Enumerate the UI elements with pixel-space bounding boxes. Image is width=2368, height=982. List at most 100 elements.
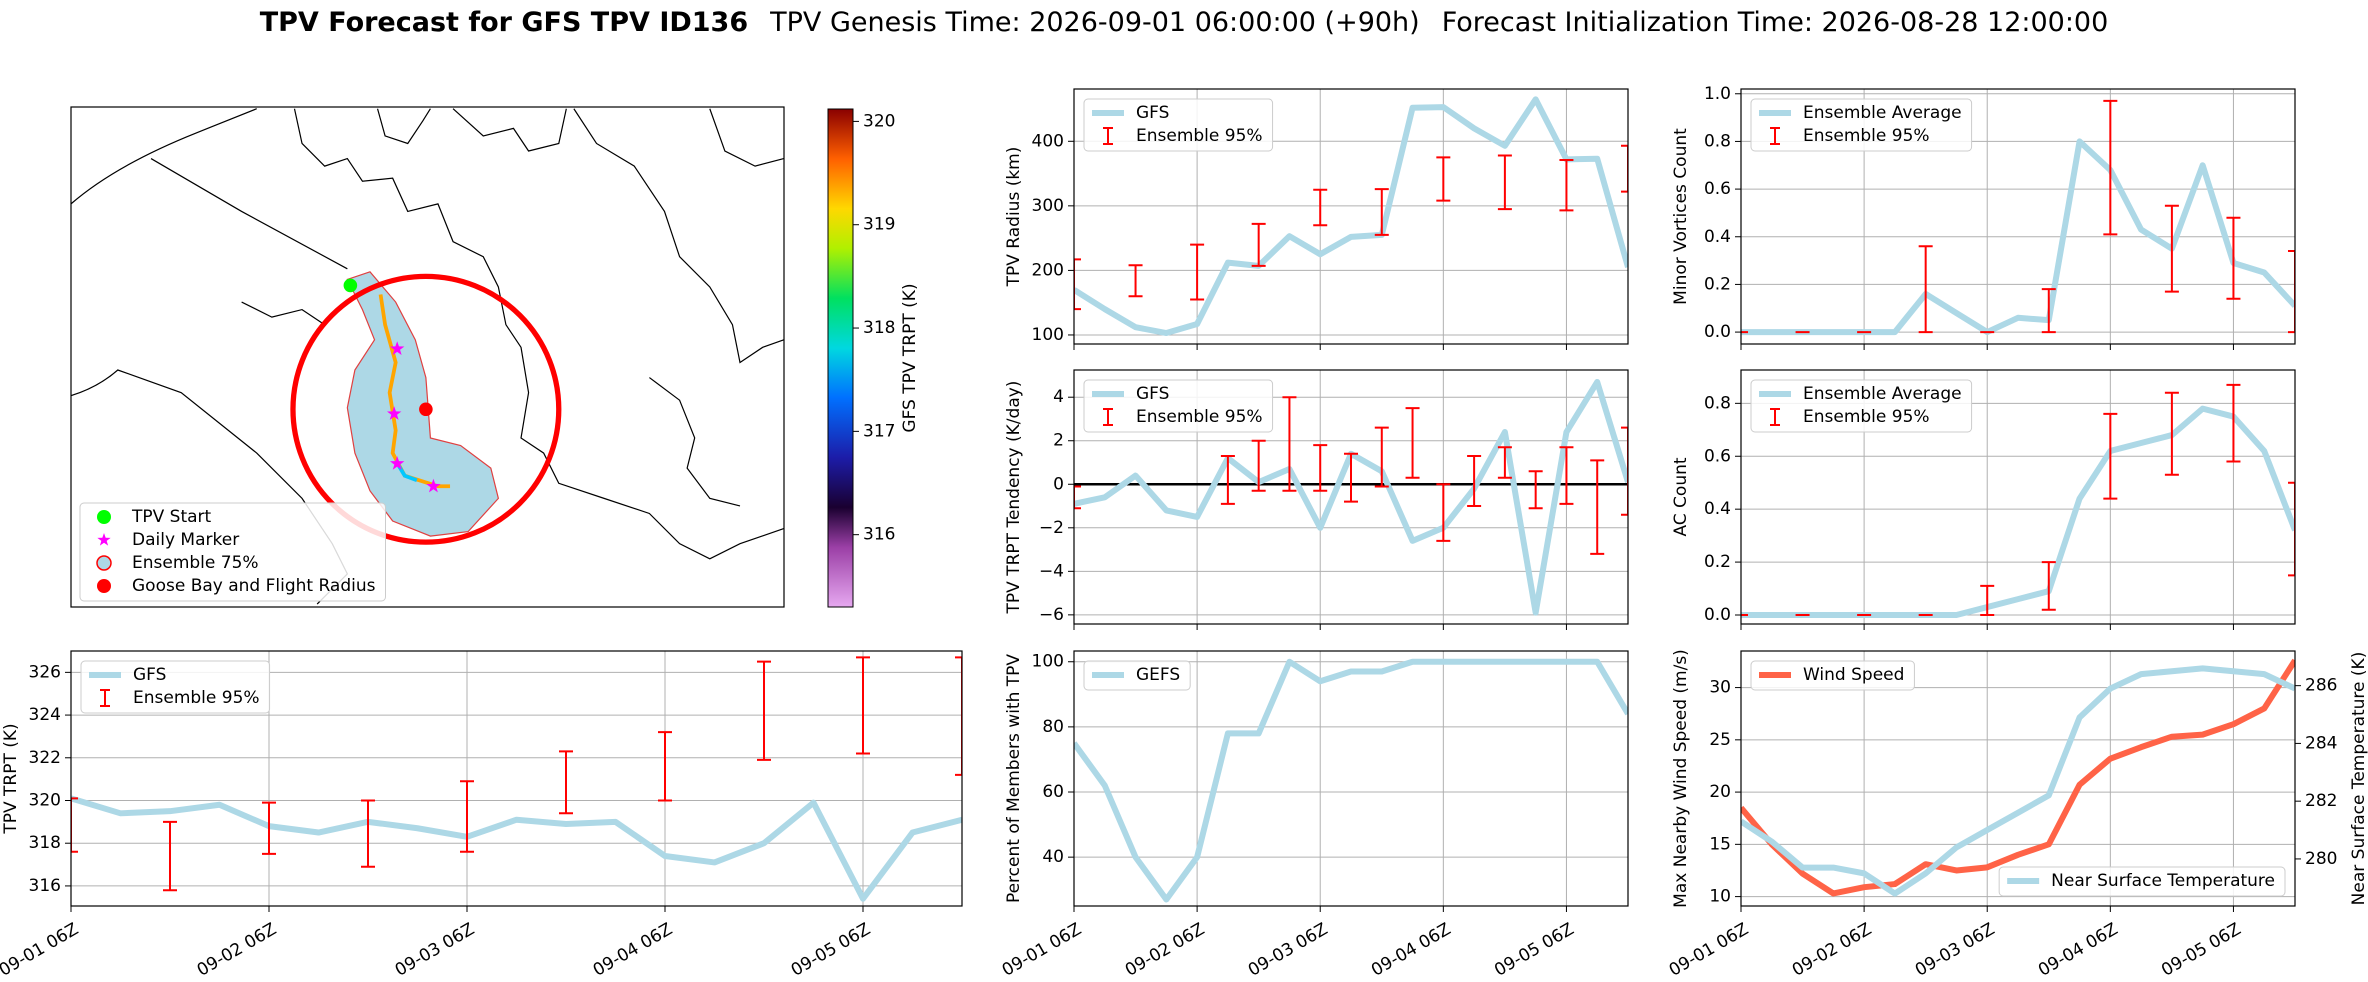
x-tick-label: 09-05 06Z (2158, 919, 2244, 980)
error-bar (2041, 561, 2056, 611)
y-axis-label: Max Nearby Wind Speed (m/s) (1671, 649, 1691, 908)
y-tick-label: −6 (1039, 605, 1064, 625)
x-tick-label: 09-03 06Z (1245, 919, 1331, 980)
error-bar (1621, 144, 1628, 193)
y-tick-label: 0.2 (1704, 274, 1731, 294)
y-axis-label: TPV TRPT (K) (1, 723, 21, 834)
y-tick-label: 326 (29, 662, 61, 682)
colorbar-tick-label: 317 (863, 421, 895, 441)
y-axis-label: Minor Vortices Count (1671, 128, 1691, 305)
y2-tick-label: 282 (2305, 791, 2337, 811)
legend-label: Ensemble 75% (132, 553, 259, 573)
legend-swatch (1103, 127, 1113, 145)
legend-label: Wind Speed (1803, 665, 1904, 685)
error-bar (856, 656, 870, 755)
track (378, 294, 451, 489)
legend-box (80, 660, 271, 714)
colorbar-tick-label: 316 (863, 525, 895, 545)
y-tick-label: −4 (1039, 561, 1064, 581)
error-bar (1559, 446, 1574, 505)
map-features (71, 108, 784, 605)
error-bar (955, 656, 962, 776)
error-bar (2226, 216, 2241, 300)
plot-area (1074, 378, 1628, 616)
error-bar (2164, 391, 2179, 476)
axes-frame (1073, 88, 1629, 345)
error-bar (1405, 407, 1420, 479)
series-line (1741, 658, 2295, 897)
y-tick-label: 300 (1032, 196, 1064, 216)
axes-frame (1740, 369, 2296, 625)
legend-box (79, 502, 386, 602)
legend-label: Ensemble 95% (133, 688, 260, 708)
error-bar (1074, 258, 1081, 311)
plot-area (1074, 96, 1628, 337)
legend: Ensemble Average Ensemble 95% (1750, 379, 1973, 433)
x-tick-label: 09-02 06Z (194, 919, 280, 980)
error-bar (2041, 288, 2056, 334)
error-bar (2288, 481, 2295, 577)
x-tick-label: 09-04 06Z (2035, 919, 2121, 980)
y2-axis-label: Near Surface Temperature (K) (2349, 652, 2368, 906)
y-tick-label: 200 (1032, 260, 1064, 280)
y-tick-label: 20 (1709, 782, 1731, 802)
axes-frame (1073, 369, 1629, 625)
legend-swatch (100, 689, 110, 707)
legend: GFS Ensemble 95% (1083, 379, 1274, 433)
axes-frame (1740, 650, 2296, 907)
y-tick-label: 0.8 (1704, 131, 1731, 151)
coast (573, 108, 784, 364)
error-bar (1374, 188, 1389, 236)
error-bar (1282, 396, 1297, 492)
tpv-start (343, 278, 358, 293)
error-bar (460, 780, 474, 853)
y-tick-label: 60 (1042, 782, 1064, 802)
coast (452, 108, 567, 152)
legend-label: Ensemble 95% (1803, 407, 1930, 427)
error-bar (1074, 485, 1081, 510)
x-tick-label: 09-01 06Z (999, 919, 1085, 980)
series-line (1741, 665, 2295, 897)
error-bar (1528, 470, 1543, 510)
figure-title: TPV Forecast for GFS TPV ID136 TPV Genesi… (260, 7, 2109, 38)
y-tick-label: 318 (29, 833, 61, 853)
legend-marker (97, 579, 111, 593)
error-bar (1621, 426, 1628, 516)
colorbar-label: GFS TPV TRPT (K) (900, 283, 920, 432)
legend-label: TPV Start (131, 507, 212, 527)
y-tick-label: 15 (1709, 834, 1731, 854)
y-tick-label: −2 (1039, 518, 1064, 538)
error-bar (2226, 383, 2241, 463)
y2-tick-label: 284 (2305, 733, 2337, 753)
coast (376, 108, 431, 145)
y-tick-label: 25 (1709, 730, 1731, 750)
y-tick-label: 4 (1053, 387, 1064, 407)
error-bar (1918, 245, 1933, 334)
error-bar (1436, 483, 1451, 542)
x-tick-label: 09-04 06Z (590, 919, 676, 980)
x-tick-label: 09-02 06Z (1122, 919, 1208, 980)
title-init: Forecast Initialization Time: 2026-08-28… (1442, 7, 2109, 38)
coast (649, 377, 741, 507)
error-bar (1436, 156, 1451, 202)
y-tick-label: 324 (29, 705, 61, 725)
legend-label: Ensemble 95% (1803, 126, 1930, 146)
legend: GFS Ensemble 95% (1083, 98, 1274, 152)
x-tick-label: 09-03 06Z (392, 919, 478, 980)
x-tick-label: 09-01 06Z (0, 919, 82, 980)
y-axis-label: Percent of Members with TPV (1004, 654, 1024, 903)
plot-area (71, 656, 962, 902)
colorbar-tick-label: 319 (863, 215, 895, 235)
error-bar (1590, 459, 1605, 555)
error-bar (361, 799, 375, 868)
legend-label: GFS (1136, 384, 1169, 404)
error-bar (1467, 454, 1482, 508)
error-bar (1497, 446, 1512, 479)
y-tick-label: 0.0 (1704, 605, 1731, 625)
error-bar (1374, 426, 1389, 488)
plot-area (1074, 658, 1628, 903)
error-bar (2164, 204, 2179, 293)
y-tick-label: 10 (1709, 887, 1731, 907)
y-tick-label: 0.6 (1704, 179, 1731, 199)
